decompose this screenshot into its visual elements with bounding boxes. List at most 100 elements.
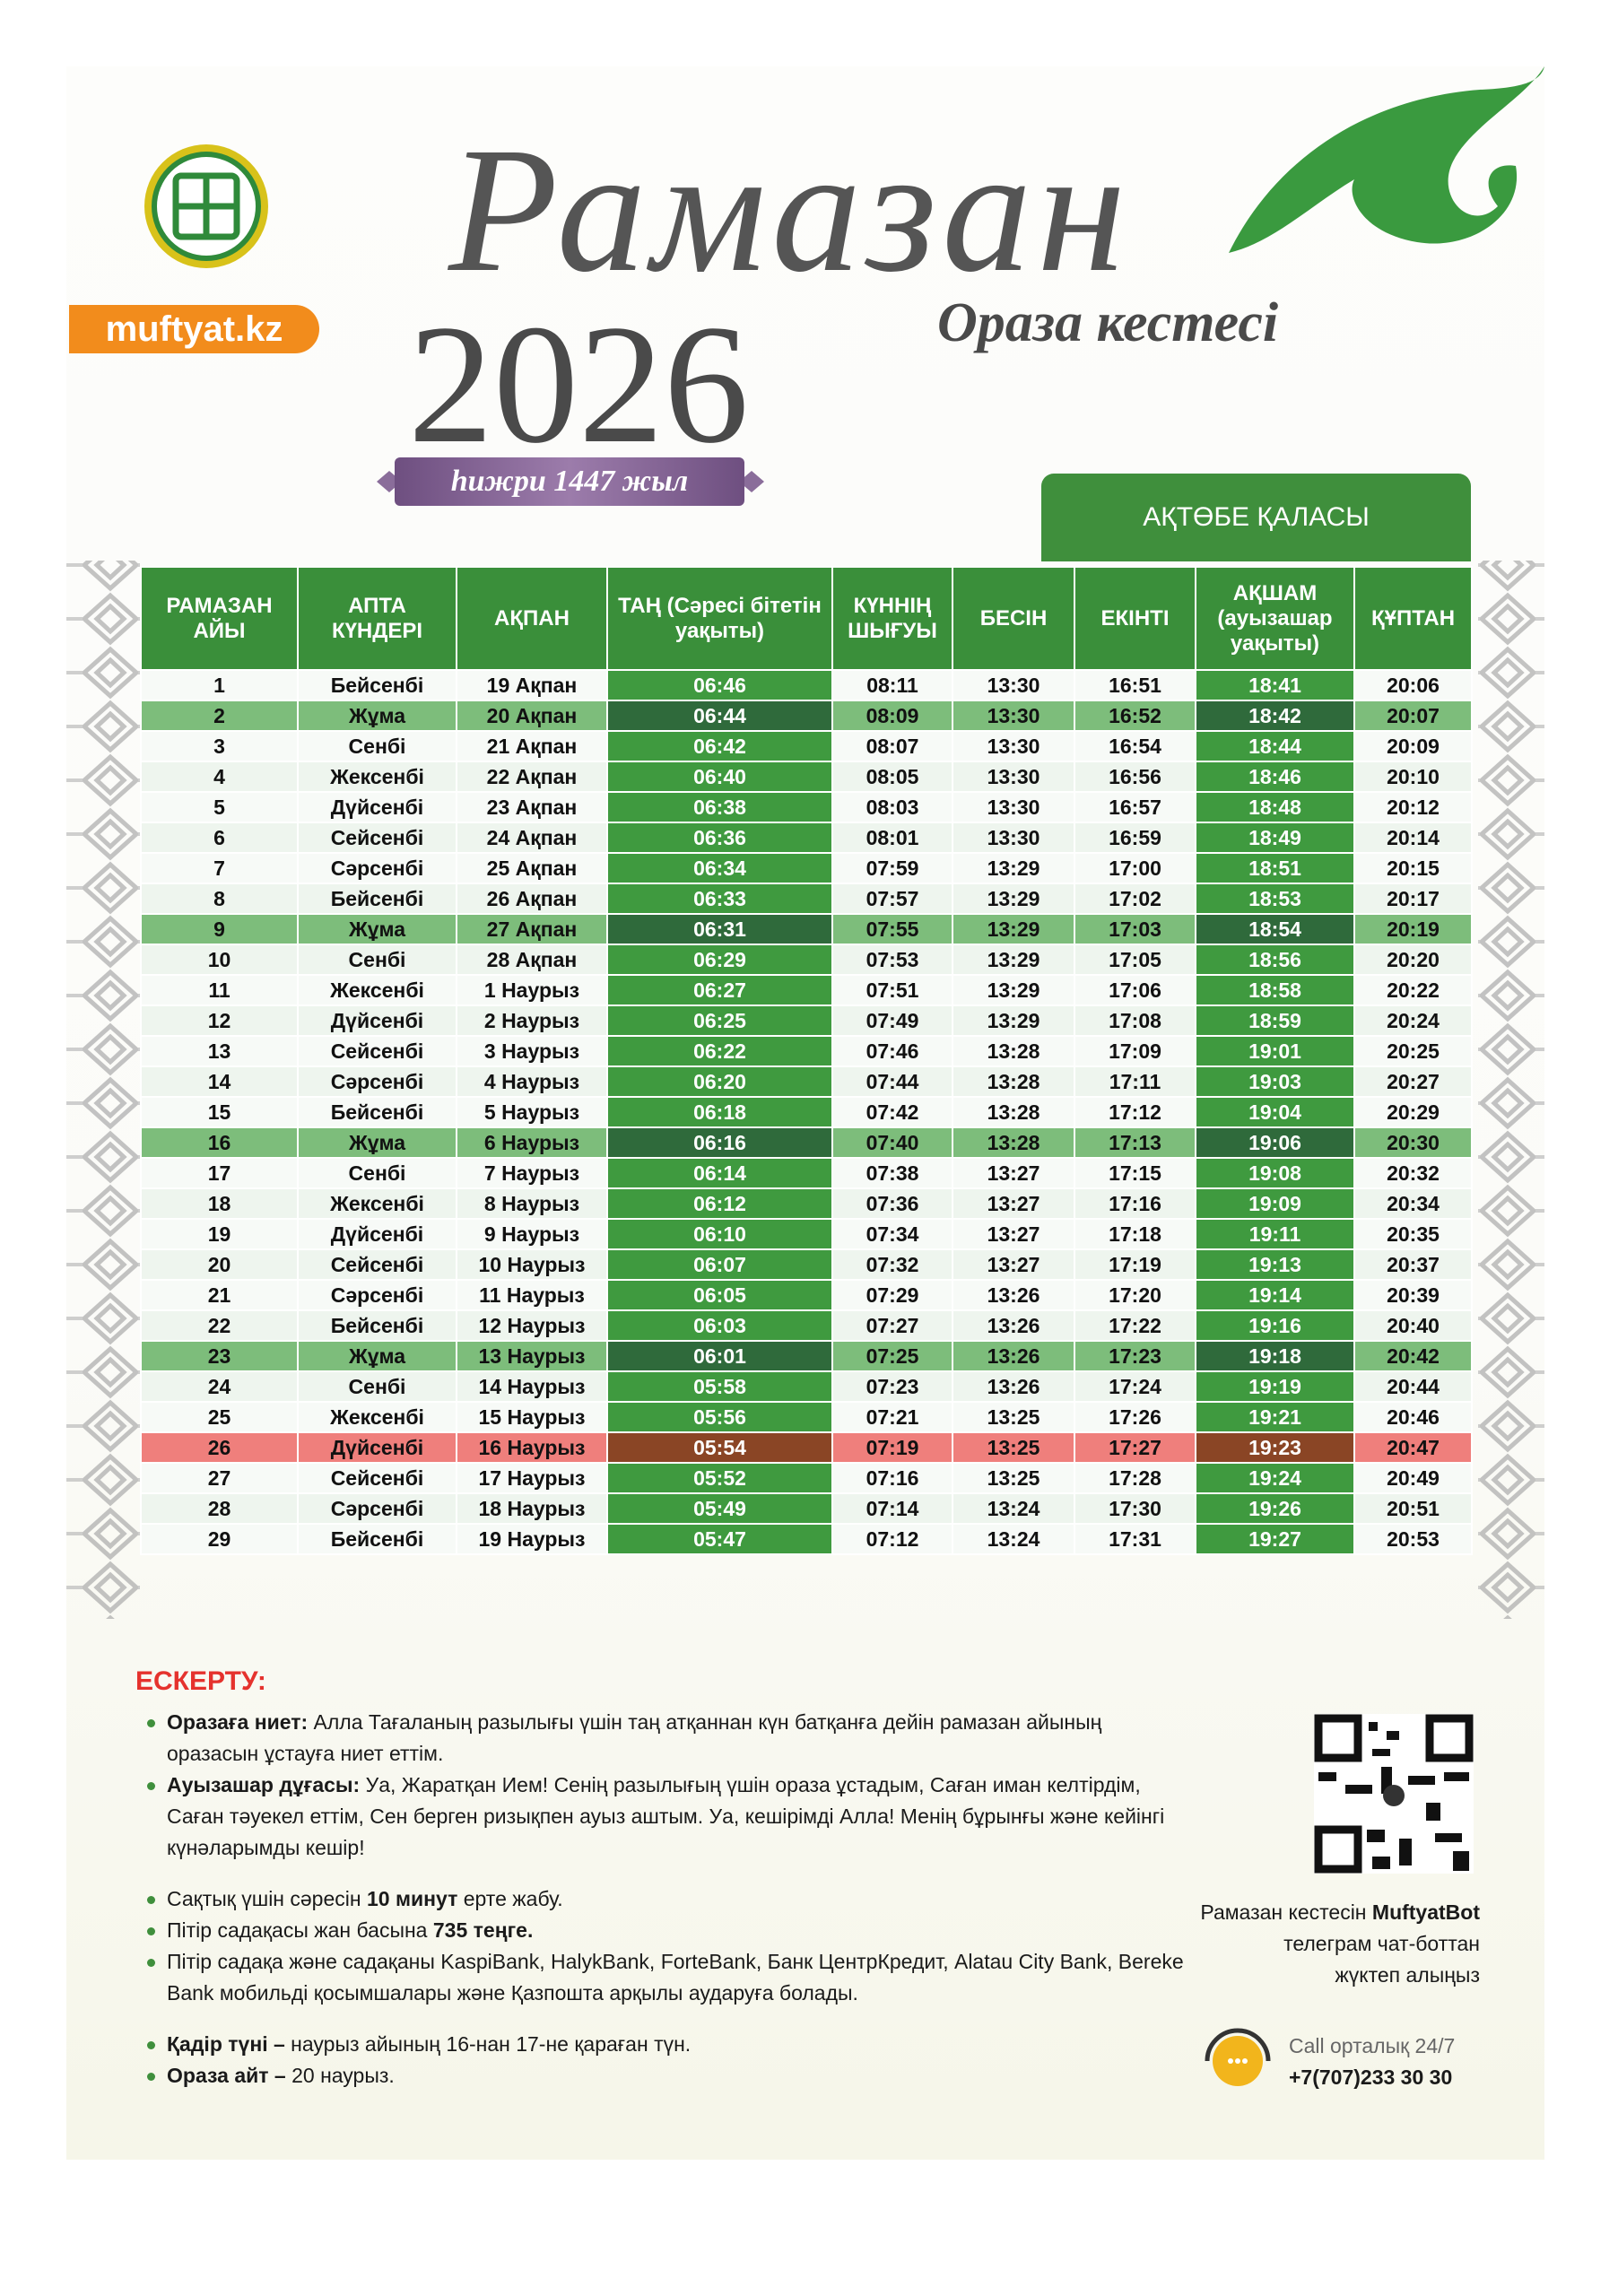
cell: 06:46 bbox=[606, 669, 833, 701]
cell: 07:42 bbox=[831, 1096, 953, 1128]
cell: 18 Наурыз bbox=[456, 1492, 608, 1525]
cell: 08:05 bbox=[831, 761, 953, 793]
table-row: 1 Бейсенбі 19 Ақпан 06:46 08:11 13:30 16:51 18:… bbox=[140, 669, 1473, 701]
cell: 14 bbox=[140, 1065, 299, 1098]
cell: Сенбі bbox=[297, 730, 457, 762]
cell: 20:17 bbox=[1353, 883, 1473, 915]
cell: 10 bbox=[140, 944, 299, 976]
cell: 20:07 bbox=[1353, 700, 1473, 732]
cell: 06:20 bbox=[606, 1065, 833, 1098]
ornament-right bbox=[1478, 561, 1544, 1619]
cell: 16 Наурыз bbox=[456, 1431, 608, 1464]
cell: 13:28 bbox=[952, 1065, 1075, 1098]
table-row: 9 Жұма 27 Ақпан 06:31 07:55 13:29 17:03 18:54 20… bbox=[140, 913, 1473, 945]
table-row: 24 Сенбі 14 Наурыз 05:58 07:23 13:26 17:24 19:1… bbox=[140, 1370, 1473, 1403]
cell: 13:30 bbox=[952, 822, 1075, 854]
note-item: Пітір садақасы жан басына 735 теңге. bbox=[144, 1915, 1193, 1946]
bold-text: Қадір түні – bbox=[167, 2032, 285, 2056]
cell: 17:20 bbox=[1074, 1279, 1196, 1311]
cell: 07:36 bbox=[831, 1187, 953, 1220]
table-row: 23 Жұма 13 Наурыз 06:01 07:25 13:26 17:23 19:18… bbox=[140, 1340, 1473, 1372]
cell: 17:15 bbox=[1074, 1157, 1196, 1189]
cell: Сейсенбі bbox=[297, 1462, 457, 1494]
cell: 13:29 bbox=[952, 913, 1075, 945]
cell: 20:06 bbox=[1353, 669, 1473, 701]
cell: 18:54 bbox=[1195, 913, 1355, 945]
cell: 07:57 bbox=[831, 883, 953, 915]
column-header: ҚҰПТАН bbox=[1353, 566, 1473, 671]
cell: 13:29 bbox=[952, 852, 1075, 884]
cell: Жексенбі bbox=[297, 1187, 457, 1220]
cell: 19:03 bbox=[1195, 1065, 1355, 1098]
cell: Жұма bbox=[297, 1126, 457, 1159]
cell: 22 Ақпан bbox=[456, 761, 608, 793]
cell: 17:12 bbox=[1074, 1096, 1196, 1128]
cell: 23 bbox=[140, 1340, 299, 1372]
cell: 17:06 bbox=[1074, 974, 1196, 1006]
table-row: 15 Бейсенбі 5 Наурыз 06:18 07:42 13:28 17:12 19… bbox=[140, 1096, 1473, 1128]
cell: 19:27 bbox=[1195, 1523, 1355, 1555]
text: Сақтық үшін сәресін bbox=[167, 1887, 367, 1910]
note-item: Қадір түні – наурыз айының 16-нан 17-не … bbox=[144, 2029, 1193, 2060]
call-icon bbox=[1205, 2028, 1271, 2086]
cell: 13:26 bbox=[952, 1340, 1075, 1372]
cell: Жұма bbox=[297, 913, 457, 945]
cell: 20:19 bbox=[1353, 913, 1473, 945]
cell: 16:52 bbox=[1074, 700, 1196, 732]
cell: 13:25 bbox=[952, 1431, 1075, 1464]
cell: 05:58 bbox=[606, 1370, 833, 1403]
text: Уа, Жаратқан Ием! Сенің разылығың үшін о… bbox=[167, 1773, 1165, 1859]
table-row: 14 Сәрсенбі 4 Наурыз 06:20 07:44 13:28 17:11 19… bbox=[140, 1065, 1473, 1098]
cell: 25 bbox=[140, 1401, 299, 1433]
cell: 06:05 bbox=[606, 1279, 833, 1311]
hijri-banner: һижри 1447 жыл bbox=[395, 457, 744, 506]
cell: 20:35 bbox=[1353, 1218, 1473, 1250]
qr-code bbox=[1314, 1714, 1474, 1874]
cell: 20:27 bbox=[1353, 1065, 1473, 1098]
cell: 9 bbox=[140, 913, 299, 945]
cell: Сейсенбі bbox=[297, 1248, 457, 1281]
cell: 20:22 bbox=[1353, 974, 1473, 1006]
logo-cross bbox=[176, 176, 237, 237]
cell: Бейсенбі bbox=[297, 1096, 457, 1128]
cell: 24 bbox=[140, 1370, 299, 1403]
cell: 05:49 bbox=[606, 1492, 833, 1525]
site-badge: muftyat.kz bbox=[69, 305, 319, 353]
text: ерте жабу. bbox=[457, 1887, 563, 1910]
cell: 07:19 bbox=[831, 1431, 953, 1464]
column-header: РАМАЗАН АЙЫ bbox=[140, 566, 299, 671]
cell: 20:53 bbox=[1353, 1523, 1473, 1555]
cell: Дүйсенбі bbox=[297, 791, 457, 823]
bold-text: Ауызашар дұғасы: bbox=[167, 1773, 361, 1796]
cell: 20:47 bbox=[1353, 1431, 1473, 1464]
cell: 18:58 bbox=[1195, 974, 1355, 1006]
cell: 17:27 bbox=[1074, 1431, 1196, 1464]
cell: 19:09 bbox=[1195, 1187, 1355, 1220]
notes-title: ЕСКЕРТУ: bbox=[135, 1666, 266, 1696]
city-tab: АҚТӨБЕ ҚАЛАСЫ bbox=[1041, 474, 1471, 561]
cell: 13:29 bbox=[952, 974, 1075, 1006]
cell: 20:40 bbox=[1353, 1309, 1473, 1342]
cell: 13:26 bbox=[952, 1370, 1075, 1403]
cell: 20:30 bbox=[1353, 1126, 1473, 1159]
cell: 17:26 bbox=[1074, 1401, 1196, 1433]
cell: 06:16 bbox=[606, 1126, 833, 1159]
cell: 12 Наурыз bbox=[456, 1309, 608, 1342]
cell: 06:22 bbox=[606, 1035, 833, 1067]
cell: 07:23 bbox=[831, 1370, 953, 1403]
cell: 25 Ақпан bbox=[456, 852, 608, 884]
cell: 15 bbox=[140, 1096, 299, 1128]
cell: 08:01 bbox=[831, 822, 953, 854]
cell: 20:34 bbox=[1353, 1187, 1473, 1220]
cell: 27 Ақпан bbox=[456, 913, 608, 945]
text: Алла Тағаланың разылығы үшін таң атқанна… bbox=[167, 1710, 1102, 1765]
cell: 07:46 bbox=[831, 1035, 953, 1067]
cell: 18:48 bbox=[1195, 791, 1355, 823]
cell: 13:24 bbox=[952, 1523, 1075, 1555]
cell: 3 bbox=[140, 730, 299, 762]
cell: 20:29 bbox=[1353, 1096, 1473, 1128]
cell: 19:24 bbox=[1195, 1462, 1355, 1494]
cell: 16 bbox=[140, 1126, 299, 1159]
column-header: АПТА КҮНДЕРІ bbox=[297, 566, 457, 671]
text: телеграм чат-боттан bbox=[1283, 1932, 1480, 1955]
